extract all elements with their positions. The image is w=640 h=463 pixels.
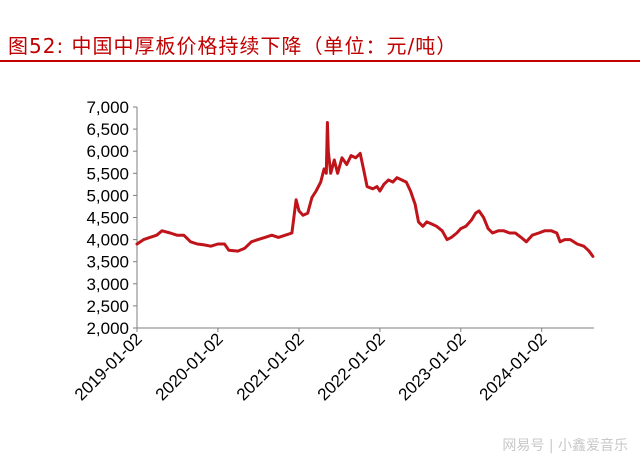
x-tick-label: 2023-01-02 — [395, 329, 470, 404]
x-tick-label: 2020-01-02 — [152, 329, 227, 404]
price-series-line — [135, 121, 595, 258]
y-tick-label: 2,000 — [86, 319, 129, 338]
title-divider — [0, 60, 640, 62]
y-tick-label: 5,500 — [86, 164, 129, 183]
x-tick-label: 2024-01-02 — [476, 329, 551, 404]
y-tick-label: 4,000 — [86, 231, 129, 250]
y-tick-label: 3,500 — [86, 253, 129, 272]
y-tick-label: 6,000 — [86, 142, 129, 161]
y-tick-label: 3,000 — [86, 275, 129, 294]
y-tick-label: 5,000 — [86, 186, 129, 205]
x-tick-label: 2021-01-02 — [233, 329, 308, 404]
x-tick-label: 2019-01-02 — [71, 329, 146, 404]
y-tick-label: 4,500 — [86, 209, 129, 228]
y-tick-label: 7,000 — [86, 98, 129, 117]
page-title: 图52: 中国中厚板价格持续下降（单位：元/吨） — [8, 34, 458, 58]
x-tick-label: 2022-01-02 — [314, 329, 389, 404]
y-tick-label: 6,500 — [86, 120, 129, 139]
watermark-text: 网易号 | 小鑫爱音乐 — [502, 438, 628, 454]
y-tick-label: 2,500 — [86, 297, 129, 316]
